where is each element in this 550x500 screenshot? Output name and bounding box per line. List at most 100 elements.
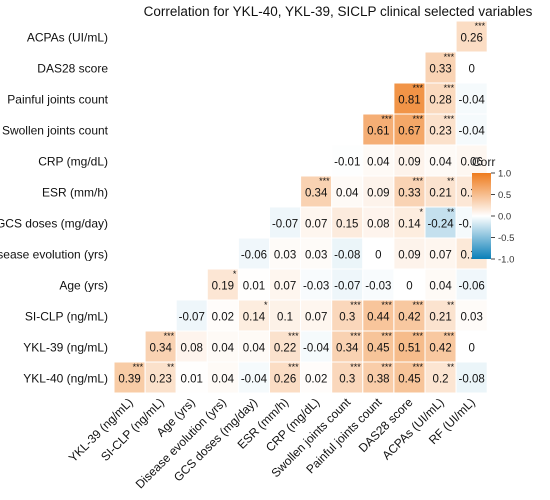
cell-value-label: 0.02 bbox=[305, 374, 327, 386]
cell-fill bbox=[455, 82, 488, 115]
cell-value-label: 0.38 bbox=[367, 374, 389, 386]
cell-value-label: 0.3 bbox=[339, 312, 355, 324]
cell-fill bbox=[393, 330, 426, 363]
cell-value-label: 0.28 bbox=[429, 95, 451, 107]
cell-significance-stars: ** bbox=[447, 176, 455, 186]
heatmap-cell: 0.3 *** bbox=[331, 361, 364, 394]
cell-value-label: 0.61 bbox=[367, 126, 389, 138]
heatmap-cell: 0.45 *** bbox=[362, 330, 395, 363]
cell-fill bbox=[237, 299, 270, 332]
cell-significance-stars: *** bbox=[412, 331, 423, 341]
y-tick-label: GCS doses (mg/day) bbox=[0, 217, 108, 231]
cell-value-label: 0.26 bbox=[460, 33, 482, 45]
heatmap-cell: 0.1 bbox=[269, 299, 302, 332]
legend-tick-label: -1.0 bbox=[498, 255, 514, 266]
cell-fill bbox=[455, 299, 488, 332]
cell-value-label: 0.07 bbox=[429, 250, 451, 262]
cell-fill bbox=[206, 330, 239, 363]
legend-tick-label: -0.5 bbox=[498, 233, 514, 244]
cell-fill bbox=[144, 361, 177, 394]
cell-value-label: 0.2 bbox=[433, 374, 449, 386]
cell-significance-stars: *** bbox=[444, 331, 455, 341]
heatmap-cell: -0.24 ** bbox=[424, 206, 457, 239]
cell-significance-stars: *** bbox=[412, 362, 423, 372]
cell-value-label: 0.81 bbox=[398, 95, 420, 107]
heatmap-cell: 0.14 * bbox=[237, 299, 270, 332]
heatmap-cell: -0.08 bbox=[455, 361, 488, 394]
heatmap-cell: 0.07 bbox=[424, 237, 457, 270]
cell-value-label: -0.03 bbox=[365, 281, 391, 293]
cell-value-label: 0.34 bbox=[149, 343, 172, 355]
heatmap-cell: -0.06 bbox=[455, 268, 488, 301]
cell-significance-stars: *** bbox=[475, 21, 486, 31]
cell-significance-stars: *** bbox=[288, 362, 299, 372]
cell-fill bbox=[113, 361, 146, 394]
cell-value-label: 0 bbox=[468, 64, 474, 76]
heatmap-cell: 0 bbox=[455, 51, 488, 84]
cell-significance-stars: *** bbox=[444, 52, 455, 62]
cell-fill bbox=[393, 268, 426, 301]
cell-value-label: 0.04 bbox=[429, 157, 452, 169]
heatmap-cell: 0.08 bbox=[362, 206, 395, 239]
heatmap-cell: -0.01 bbox=[331, 144, 364, 177]
heatmap-cell: -0.04 bbox=[455, 82, 488, 115]
cell-value-label: 0.14 bbox=[398, 219, 421, 231]
cell-significance-stars: ** bbox=[447, 207, 455, 217]
cell-value-label: 0.08 bbox=[181, 343, 203, 355]
cell-significance-stars: *** bbox=[288, 331, 299, 341]
cell-fill bbox=[455, 113, 488, 146]
y-tick-label: DAS28 score bbox=[37, 62, 108, 76]
cell-value-label: 0 bbox=[375, 250, 381, 262]
heatmap-cell: 0.33 *** bbox=[393, 175, 426, 208]
cell-significance-stars: *** bbox=[133, 362, 144, 372]
heatmap-cell: 0.26 *** bbox=[455, 20, 488, 53]
cell-value-label: 0.39 bbox=[118, 374, 140, 386]
cell-value-label: 0.15 bbox=[336, 219, 358, 231]
cell-fill bbox=[300, 268, 333, 301]
cell-fill bbox=[206, 299, 239, 332]
heatmap-cells: 0.26***0.33***00.81***0.28***-0.040.61**… bbox=[113, 20, 488, 394]
cell-fill bbox=[331, 206, 364, 239]
heatmap-cell: 0.42 *** bbox=[393, 299, 426, 332]
cell-value-label: 0.04 bbox=[212, 343, 235, 355]
heatmap-cell: 0.23 *** bbox=[424, 113, 457, 146]
cell-value-label: 0.33 bbox=[398, 188, 420, 200]
heatmap-cell: 0.28 *** bbox=[424, 82, 457, 115]
heatmap-cell: -0.08 bbox=[331, 237, 364, 270]
y-tick-label: Swollen joints count bbox=[2, 124, 109, 138]
heatmap-cell: 0.61 *** bbox=[362, 113, 395, 146]
heatmap-cell: 0.67 *** bbox=[393, 113, 426, 146]
cell-value-label: 0.45 bbox=[367, 343, 389, 355]
cell-value-label: 0.26 bbox=[274, 374, 296, 386]
heatmap-cell: -0.03 bbox=[362, 268, 395, 301]
cell-value-label: 0.04 bbox=[367, 157, 390, 169]
cell-fill bbox=[206, 361, 239, 394]
cell-significance-stars: *** bbox=[381, 300, 392, 310]
cell-value-label: -0.07 bbox=[334, 281, 360, 293]
cell-value-label: -0.08 bbox=[459, 374, 485, 386]
heatmap-cell: 0.14 * bbox=[393, 206, 426, 239]
heatmap-cell: 0.34 *** bbox=[331, 330, 364, 363]
heatmap-cell: 0.51 *** bbox=[393, 330, 426, 363]
cell-value-label: 0 bbox=[468, 343, 474, 355]
heatmap-cell: 0.15 bbox=[331, 206, 364, 239]
cell-significance-stars: *** bbox=[381, 331, 392, 341]
chart-title: Correlation for YKL-40, YKL-39, SICLP cl… bbox=[144, 4, 533, 19]
heatmap-cell: 0.03 bbox=[300, 237, 333, 270]
y-tick-label: Disease evolution (yrs) bbox=[0, 248, 108, 262]
legend-title: Corr bbox=[472, 155, 495, 169]
heatmap-cell: 0.09 bbox=[393, 144, 426, 177]
cell-value-label: 0.09 bbox=[398, 157, 420, 169]
cell-fill bbox=[424, 51, 457, 84]
cell-fill bbox=[175, 330, 208, 363]
heatmap-cell: 0.21 ** bbox=[424, 175, 457, 208]
cell-value-label: 0.14 bbox=[243, 312, 266, 324]
cell-value-label: 0.42 bbox=[398, 312, 420, 324]
cell-value-label: 0.06 bbox=[460, 157, 482, 169]
cell-value-label: 0.08 bbox=[367, 219, 389, 231]
cell-fill bbox=[424, 237, 457, 270]
heatmap-cell: 0.07 bbox=[269, 268, 302, 301]
heatmap-cell: 0.42 *** bbox=[424, 330, 457, 363]
